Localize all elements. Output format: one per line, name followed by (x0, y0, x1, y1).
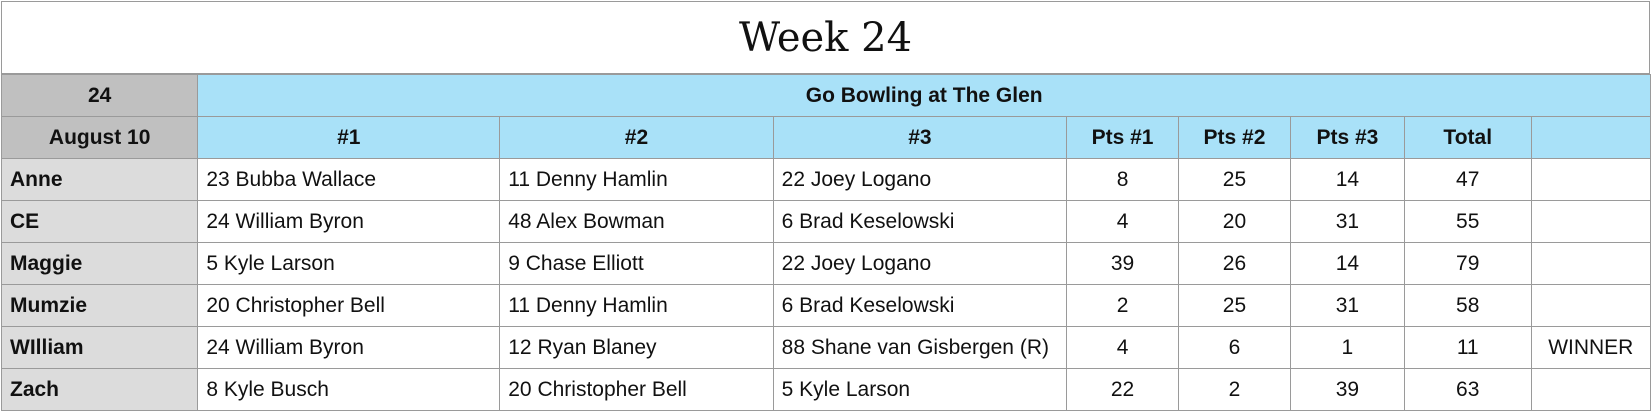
total-cell[interactable]: 47 (1403, 158, 1532, 201)
pick3-cell[interactable]: 22 Joey Logano (772, 158, 1068, 201)
note-cell[interactable] (1530, 284, 1652, 327)
header-row-race: 24 Go Bowling at The Glen (0, 74, 1651, 117)
pts1-cell[interactable]: 4 (1066, 326, 1179, 369)
note-cell[interactable] (1530, 158, 1652, 201)
table-row: Zach 8 Kyle Busch 20 Christopher Bell 5 Kyl… (0, 368, 1652, 411)
pick1-cell[interactable]: 5 Kyle Larson (197, 242, 501, 285)
pick2-cell[interactable]: 12 Ryan Blaney (499, 326, 774, 369)
pts2-cell[interactable]: 20 (1178, 200, 1291, 243)
pick1-cell[interactable]: 24 William Byron (197, 326, 501, 369)
date-cell[interactable]: August 10 (0, 116, 199, 159)
header-row-columns: August 10 #1 #2 #3 Pts #1 Pts #2 Pts #3 … (0, 116, 1652, 159)
pick2-cell[interactable]: 11 Denny Hamlin (499, 158, 774, 201)
pick2-cell[interactable]: 20 Christopher Bell (499, 368, 774, 411)
pts3-cell[interactable]: 39 (1289, 368, 1405, 411)
column-header-note[interactable] (1530, 116, 1652, 159)
note-cell[interactable] (1530, 242, 1652, 285)
pick1-cell[interactable]: 23 Bubba Wallace (197, 158, 501, 201)
total-cell[interactable]: 63 (1403, 368, 1532, 411)
player-name-cell[interactable]: Mumzie (0, 284, 199, 327)
column-header-total[interactable]: Total (1403, 116, 1532, 159)
pick3-cell[interactable]: 6 Brad Keselowski (772, 284, 1068, 327)
race-name-cell[interactable]: Go Bowling at The Glen (197, 74, 1651, 117)
pts3-cell[interactable]: 31 (1289, 284, 1405, 327)
table-row: Mumzie 20 Christopher Bell 11 Denny Hamlin… (0, 284, 1652, 327)
pts1-cell[interactable]: 2 (1066, 284, 1179, 327)
pts2-cell[interactable]: 25 (1178, 284, 1291, 327)
pts2-cell[interactable]: 6 (1178, 326, 1291, 369)
total-cell[interactable]: 11 (1403, 326, 1532, 369)
total-cell[interactable]: 55 (1403, 200, 1532, 243)
pts3-cell[interactable]: 31 (1289, 200, 1405, 243)
column-header-pick3[interactable]: #3 (772, 116, 1068, 159)
column-header-pts2[interactable]: Pts #2 (1178, 116, 1291, 159)
column-header-pick1[interactable]: #1 (197, 116, 501, 159)
pts1-cell[interactable]: 39 (1066, 242, 1179, 285)
pick3-cell[interactable]: 5 Kyle Larson (772, 368, 1068, 411)
pick3-cell[interactable]: 88 Shane van Gisbergen (R) (772, 326, 1068, 369)
column-header-pts1[interactable]: Pts #1 (1066, 116, 1179, 159)
sheet-title[interactable]: Week 24 (1, 1, 1650, 74)
pts3-cell[interactable]: 1 (1289, 326, 1405, 369)
table-row: Anne 23 Bubba Wallace 11 Denny Hamlin 22 Jo… (0, 158, 1652, 201)
pick1-cell[interactable]: 20 Christopher Bell (197, 284, 501, 327)
column-header-pts3[interactable]: Pts #3 (1289, 116, 1405, 159)
note-cell[interactable] (1530, 368, 1652, 411)
pts3-cell[interactable]: 14 (1289, 242, 1405, 285)
table-row: Maggie 5 Kyle Larson 9 Chase Elliott 22 Joe… (0, 242, 1652, 285)
player-name-cell[interactable]: Zach (0, 368, 199, 411)
pts2-cell[interactable]: 25 (1178, 158, 1291, 201)
pick2-cell[interactable]: 48 Alex Bowman (499, 200, 774, 243)
pts1-cell[interactable]: 22 (1066, 368, 1179, 411)
player-name-cell[interactable]: Anne (0, 158, 199, 201)
pts2-cell[interactable]: 26 (1178, 242, 1291, 285)
pts1-cell[interactable]: 8 (1066, 158, 1179, 201)
pts3-cell[interactable]: 14 (1289, 158, 1405, 201)
pick3-cell[interactable]: 22 Joey Logano (772, 242, 1068, 285)
pts2-cell[interactable]: 2 (1178, 368, 1291, 411)
column-header-pick2[interactable]: #2 (499, 116, 774, 159)
pick3-cell[interactable]: 6 Brad Keselowski (772, 200, 1068, 243)
pick2-cell[interactable]: 9 Chase Elliott (499, 242, 774, 285)
table-row: CE 24 William Byron 48 Alex Bowman 6 Brad K… (0, 200, 1652, 243)
table-row: WIlliam 24 William Byron 12 Ryan Blaney 88 … (0, 326, 1652, 369)
total-cell[interactable]: 58 (1403, 284, 1532, 327)
pts1-cell[interactable]: 4 (1066, 200, 1179, 243)
pick1-cell[interactable]: 24 William Byron (197, 200, 501, 243)
player-name-cell[interactable]: Maggie (0, 242, 199, 285)
player-name-cell[interactable]: CE (0, 200, 199, 243)
note-cell[interactable] (1530, 200, 1652, 243)
standings-table: 24 Go Bowling at The Glen August 10 #1 #… (0, 74, 1652, 411)
week-number-cell[interactable]: 24 (0, 74, 199, 117)
note-cell[interactable]: WINNER (1530, 326, 1652, 369)
pick2-cell[interactable]: 11 Denny Hamlin (499, 284, 774, 327)
total-cell[interactable]: 79 (1403, 242, 1532, 285)
player-name-cell[interactable]: WIlliam (0, 326, 199, 369)
pick1-cell[interactable]: 8 Kyle Busch (197, 368, 501, 411)
